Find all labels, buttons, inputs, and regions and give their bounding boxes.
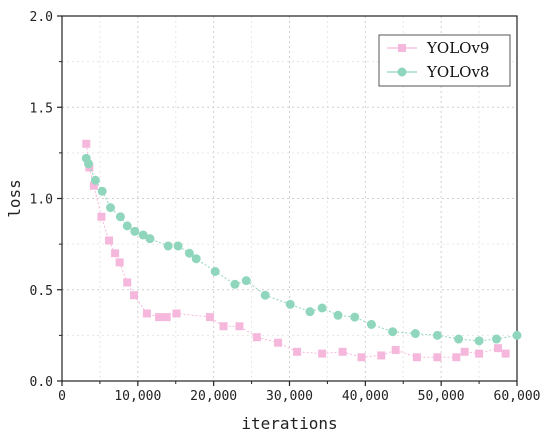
data-point-yolov9 <box>475 349 484 358</box>
data-point-yolov9 <box>494 344 503 353</box>
data-point-yolov8 <box>454 334 464 344</box>
series-yolov9 <box>82 139 510 362</box>
data-point-yolov8 <box>492 334 502 344</box>
data-point-yolov9 <box>105 236 114 245</box>
y-tick-label: 1.5 <box>30 101 53 116</box>
x-tick-label: 0 <box>58 389 66 404</box>
data-point-yolov8 <box>350 312 360 322</box>
data-point-yolov8 <box>317 303 327 313</box>
data-point-yolov8 <box>122 221 132 231</box>
data-point-yolov8 <box>410 329 420 339</box>
data-point-yolov8 <box>145 234 155 244</box>
data-point-yolov8 <box>285 299 295 309</box>
data-point-yolov8 <box>163 241 173 251</box>
axis-ticks: 0 10,000 20,000 30,000 40,000 50,000 60,000 0.0… <box>30 10 541 404</box>
data-point-yolov9 <box>452 353 461 362</box>
legend: YOLOv9 YOLOv8 <box>378 34 511 87</box>
legend-marker-yolov9 <box>398 44 406 52</box>
x-tick-label: 40,000 <box>342 389 389 404</box>
data-point-yolov9 <box>172 309 181 318</box>
y-tick-label: 0.5 <box>30 284 53 299</box>
data-point-yolov8 <box>184 248 194 258</box>
data-point-yolov8 <box>90 175 100 185</box>
data-point-yolov9 <box>235 322 244 331</box>
data-point-yolov8 <box>106 203 116 213</box>
data-point-yolov9 <box>252 333 261 342</box>
data-point-yolov8 <box>512 330 522 340</box>
data-point-yolov9 <box>123 278 132 287</box>
series-yolov8 <box>81 153 522 346</box>
data-point-yolov9 <box>501 349 510 358</box>
data-point-yolov9 <box>142 309 151 318</box>
y-axis-title: loss <box>5 179 24 218</box>
y-tick-label: 0.0 <box>30 375 53 390</box>
x-tick-label: 20,000 <box>190 389 237 404</box>
data-point-yolov9 <box>111 249 120 258</box>
data-point-yolov9 <box>293 347 302 356</box>
data-point-yolov8 <box>130 226 140 236</box>
data-point-yolov9 <box>89 181 98 190</box>
data-point-yolov8 <box>366 319 376 329</box>
legend-label-yolov9: YOLOv9 <box>426 39 489 57</box>
x-tick-label: 50,000 <box>418 389 465 404</box>
data-point-yolov9 <box>338 347 347 356</box>
x-tick-label: 60,000 <box>494 389 541 404</box>
data-point-yolov9 <box>460 347 469 356</box>
data-point-yolov9 <box>115 258 124 267</box>
data-point-yolov8 <box>230 279 240 289</box>
legend-marker-yolov8 <box>397 67 407 77</box>
legend-label-yolov8: YOLOv8 <box>426 63 489 81</box>
x-tick-label: 10,000 <box>114 389 161 404</box>
data-point-yolov9 <box>155 313 164 322</box>
legend-box <box>378 34 511 87</box>
legend-item-yolov8: YOLOv8 <box>387 63 489 81</box>
series-line-yolov9 <box>85 143 506 358</box>
x-axis-title: iterations <box>241 414 337 433</box>
data-point-yolov8 <box>191 254 201 264</box>
data-point-yolov8 <box>241 276 251 286</box>
data-point-yolov9 <box>97 212 106 221</box>
data-point-yolov9 <box>377 351 386 360</box>
series-layer <box>81 139 522 362</box>
data-point-yolov9 <box>318 349 327 358</box>
data-point-yolov9 <box>219 322 228 331</box>
data-point-yolov8 <box>173 241 183 251</box>
data-point-yolov8 <box>260 290 270 300</box>
legend-item-yolov9: YOLOv9 <box>387 39 489 57</box>
data-point-yolov9 <box>82 139 91 148</box>
data-point-yolov8 <box>138 230 148 240</box>
x-tick-label: 30,000 <box>266 389 313 404</box>
data-point-yolov8 <box>97 186 107 196</box>
data-point-yolov9 <box>205 313 214 322</box>
data-point-yolov8 <box>115 212 125 222</box>
data-point-yolov8 <box>210 267 220 276</box>
data-point-yolov9 <box>130 291 139 300</box>
y-tick-label: 1.0 <box>30 193 53 208</box>
data-point-yolov9 <box>357 353 366 362</box>
data-point-yolov8 <box>84 159 94 169</box>
data-point-yolov9 <box>412 353 421 362</box>
data-point-yolov9 <box>162 313 171 322</box>
data-point-yolov8 <box>474 336 484 346</box>
data-point-yolov8 <box>388 327 398 337</box>
data-point-yolov9 <box>433 353 442 362</box>
data-point-yolov9 <box>274 338 283 347</box>
data-point-yolov9 <box>391 345 400 354</box>
data-point-yolov8 <box>305 307 315 317</box>
data-point-yolov8 <box>432 330 442 340</box>
data-point-yolov8 <box>333 310 343 320</box>
y-tick-label: 2.0 <box>30 10 53 25</box>
